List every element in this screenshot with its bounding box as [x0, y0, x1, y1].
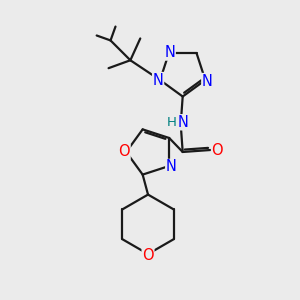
Text: N: N: [164, 45, 175, 60]
Text: N: N: [202, 74, 213, 88]
Text: N: N: [177, 115, 188, 130]
Text: O: O: [142, 248, 154, 262]
Text: O: O: [118, 145, 130, 160]
Text: H: H: [167, 116, 177, 129]
Text: N: N: [166, 159, 177, 174]
Text: O: O: [212, 142, 223, 158]
Text: N: N: [153, 73, 164, 88]
